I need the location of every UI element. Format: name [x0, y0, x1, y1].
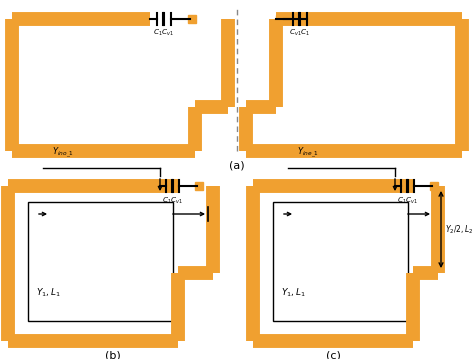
- Text: $C_1$$C_{v1}$: $C_1$$C_{v1}$: [397, 196, 419, 206]
- Bar: [273, 202, 408, 321]
- Text: $Y_{ino\_1}$: $Y_{ino\_1}$: [52, 145, 74, 160]
- Text: $Y_1,L_1$: $Y_1,L_1$: [281, 287, 306, 299]
- Text: (c): (c): [326, 351, 340, 359]
- Bar: [430, 182, 438, 190]
- Text: $Y_1,L_1$: $Y_1,L_1$: [36, 287, 61, 299]
- Bar: [28, 202, 173, 321]
- Bar: [276, 15, 284, 23]
- Text: (a): (a): [229, 161, 245, 171]
- Text: $C_{v1}$$C_1$: $C_{v1}$$C_1$: [290, 28, 310, 38]
- Text: $Y_2/2,L_2$: $Y_2/2,L_2$: [445, 223, 474, 236]
- Bar: [188, 15, 196, 23]
- Text: $Y_{ine\_1}$: $Y_{ine\_1}$: [297, 145, 319, 160]
- Text: (b): (b): [105, 351, 121, 359]
- Bar: [195, 182, 203, 190]
- Text: $C_1$$C_{v1}$: $C_1$$C_{v1}$: [163, 196, 183, 206]
- Text: $C_1$$C_{v1}$: $C_1$$C_{v1}$: [154, 28, 174, 38]
